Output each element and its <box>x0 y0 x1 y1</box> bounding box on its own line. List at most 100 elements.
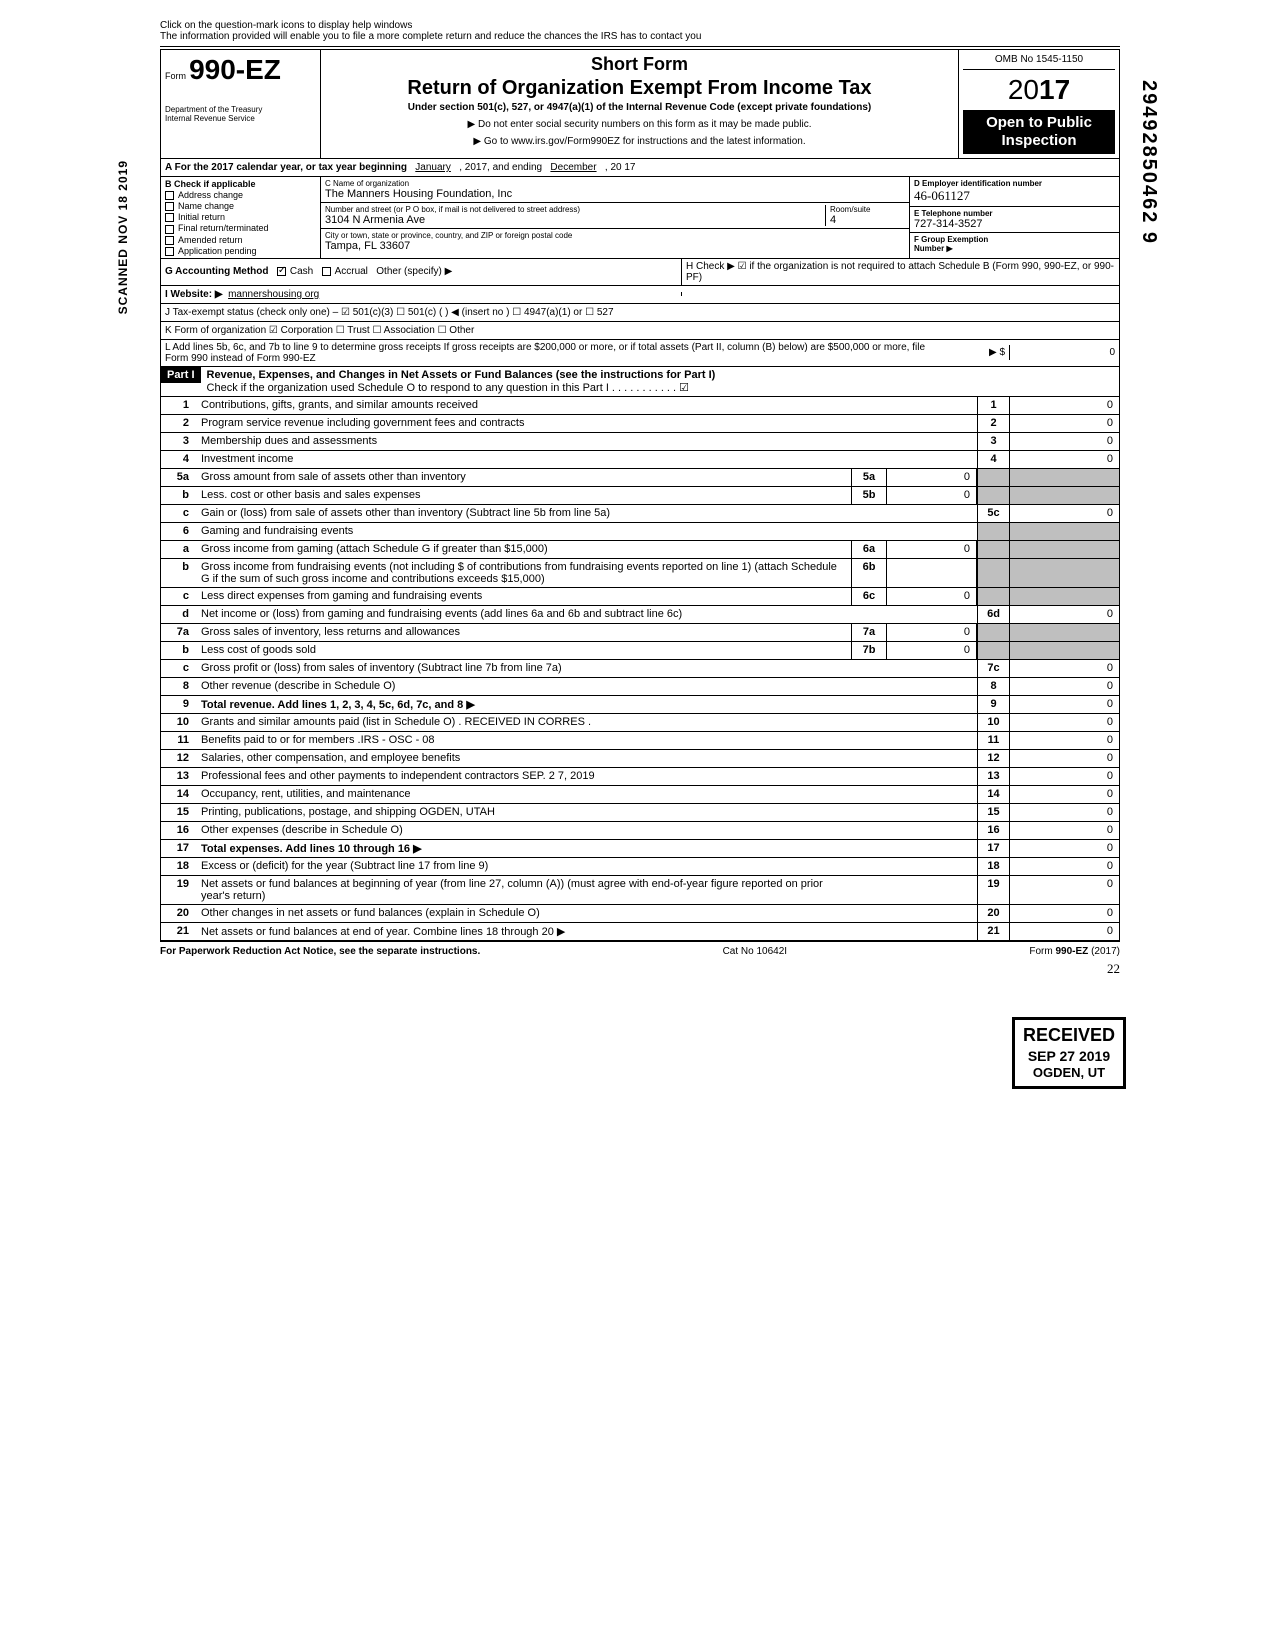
right-val-shade <box>1009 523 1119 540</box>
right-line-val[interactable]: 0 <box>1009 840 1119 857</box>
line-g-h: G Accounting Method Cash Accrual Other (… <box>160 259 1120 286</box>
header-mid: Short Form Return of Organization Exempt… <box>321 50 959 158</box>
form-prefix: Form <box>165 71 186 81</box>
right-line-val[interactable]: 0 <box>1009 768 1119 785</box>
right-line-val[interactable]: 0 <box>1009 905 1119 922</box>
right-val-shade <box>1009 541 1119 558</box>
form-header: Form 990-EZ Department of the Treasury I… <box>160 49 1120 159</box>
dln-number: 29492850462 9 <box>1137 80 1160 245</box>
line-number: 20 <box>161 905 197 922</box>
check-b-item[interactable]: Final return/terminated <box>165 223 316 233</box>
g-cash-checkbox[interactable] <box>277 267 286 276</box>
city-value[interactable]: Tampa, FL 33607 <box>325 240 905 252</box>
c-value[interactable]: The Manners Housing Foundation, Inc <box>325 188 905 200</box>
right-line-val[interactable]: 0 <box>1009 660 1119 677</box>
right-line-num: 20 <box>977 905 1009 922</box>
mid-line-val[interactable]: 0 <box>887 588 977 605</box>
right-line-val[interactable]: 0 <box>1009 804 1119 821</box>
line-number: 8 <box>161 678 197 695</box>
form-line: dNet income or (loss) from gaming and fu… <box>160 606 1120 624</box>
right-line-val[interactable]: 0 <box>1009 696 1119 713</box>
block-c: C Name of organization The Manners Housi… <box>321 177 909 258</box>
right-line-val[interactable]: 0 <box>1009 750 1119 767</box>
subtitle: Under section 501(c), 527, or 4947(a)(1)… <box>327 102 952 113</box>
right-line-num: 16 <box>977 822 1009 839</box>
line-desc: Salaries, other compensation, and employ… <box>197 750 851 767</box>
g-accrual: Accrual <box>335 266 368 277</box>
right-line-val[interactable]: 0 <box>1009 876 1119 904</box>
check-b-item[interactable]: Amended return <box>165 235 316 245</box>
line-number: c <box>161 660 197 677</box>
received-loc: OGDEN, UT <box>1023 1065 1115 1082</box>
form-line: aGross income from gaming (attach Schedu… <box>160 541 1120 559</box>
mid-line-val[interactable] <box>887 559 977 587</box>
form-line: 18Excess or (deficit) for the year (Subt… <box>160 858 1120 876</box>
top-note: Click on the question-mark icons to disp… <box>160 20 1120 47</box>
received-stamp: RECEIVED SEP 27 2019 OGDEN, UT <box>1012 1017 1126 1089</box>
right-line-val[interactable]: 0 <box>1009 397 1119 414</box>
received-date: SEP 27 2019 <box>1023 1047 1115 1065</box>
right-line-val[interactable]: 0 <box>1009 505 1119 522</box>
year-prefix: 20 <box>1008 74 1039 105</box>
e-value[interactable]: 727-314-3527 <box>914 218 1115 230</box>
right-line-val[interactable]: 0 <box>1009 678 1119 695</box>
d-label: D Employer identification number <box>914 179 1115 188</box>
form-line: 1Contributions, gifts, grants, and simil… <box>160 397 1120 415</box>
line-l-arrow: ▶ $ <box>949 345 1009 360</box>
line-desc: Less direct expenses from gaming and fun… <box>197 588 851 605</box>
line-number: 11 <box>161 732 197 749</box>
form-line: bGross income from fundraising events (n… <box>160 559 1120 588</box>
g-accrual-checkbox[interactable] <box>322 267 331 276</box>
line-a-suffix: , 20 17 <box>605 162 636 173</box>
line-number: 17 <box>161 840 197 857</box>
addr-value[interactable]: 3104 N Armenia Ave <box>325 214 825 226</box>
mid-line-val[interactable]: 0 <box>887 541 977 558</box>
line-a-mid: , 2017, and ending <box>459 162 542 173</box>
line-a-end[interactable]: December <box>550 162 596 173</box>
block-b-label: B Check if applicable <box>165 179 316 189</box>
right-line-val[interactable]: 0 <box>1009 822 1119 839</box>
right-line-val[interactable]: 0 <box>1009 433 1119 450</box>
right-line-val[interactable]: 0 <box>1009 732 1119 749</box>
right-line-num: 1 <box>977 397 1009 414</box>
g-other: Other (specify) ▶ <box>376 266 452 277</box>
footer: For Paperwork Reduction Act Notice, see … <box>160 941 1120 961</box>
form-line: 14Occupancy, rent, utilities, and mainte… <box>160 786 1120 804</box>
form-line: 2Program service revenue including gover… <box>160 415 1120 433</box>
right-line-num: 11 <box>977 732 1009 749</box>
right-line-val[interactable]: 0 <box>1009 415 1119 432</box>
room-value[interactable]: 4 <box>830 214 905 226</box>
i-value[interactable]: mannershousing org <box>228 289 319 300</box>
line-desc: Other changes in net assets or fund bala… <box>197 905 851 922</box>
mid-line-val[interactable]: 0 <box>887 642 977 659</box>
line-a-begin[interactable]: January <box>415 162 451 173</box>
line-desc: Professional fees and other payments to … <box>197 768 851 785</box>
check-b-item[interactable]: Address change <box>165 190 316 200</box>
mid-line-val[interactable]: 0 <box>887 469 977 486</box>
line-number: 7a <box>161 624 197 641</box>
right-line-val[interactable]: 0 <box>1009 606 1119 623</box>
check-b-item[interactable]: Initial return <box>165 212 316 222</box>
line-desc: Gross income from gaming (attach Schedul… <box>197 541 851 558</box>
line-desc: Grants and similar amounts paid (list in… <box>197 714 851 731</box>
line-number: 6 <box>161 523 197 540</box>
line-desc: Gaming and fundraising events <box>197 523 851 540</box>
right-line-val[interactable]: 0 <box>1009 714 1119 731</box>
right-line-val[interactable]: 0 <box>1009 858 1119 875</box>
right-line-val[interactable]: 0 <box>1009 786 1119 803</box>
top-note-2: The information provided will enable you… <box>160 31 1120 42</box>
line-number: a <box>161 541 197 558</box>
right-line-num: 15 <box>977 804 1009 821</box>
line-k: K Form of organization ☑ Corporation ☐ T… <box>160 322 1120 340</box>
check-b-item[interactable]: Name change <box>165 201 316 211</box>
d-value[interactable]: 46-061127 <box>914 188 1115 204</box>
line-desc: Gross profit or (loss) from sales of inv… <box>197 660 851 677</box>
check-b-item[interactable]: Application pending <box>165 246 316 256</box>
mid-line-val[interactable]: 0 <box>887 487 977 504</box>
right-line-val[interactable]: 0 <box>1009 451 1119 468</box>
right-val-shade <box>1009 487 1119 504</box>
mid-line-val[interactable]: 0 <box>887 624 977 641</box>
part1-header: Part I Revenue, Expenses, and Changes in… <box>160 367 1120 397</box>
line-number: 16 <box>161 822 197 839</box>
right-line-val[interactable]: 0 <box>1009 923 1119 940</box>
